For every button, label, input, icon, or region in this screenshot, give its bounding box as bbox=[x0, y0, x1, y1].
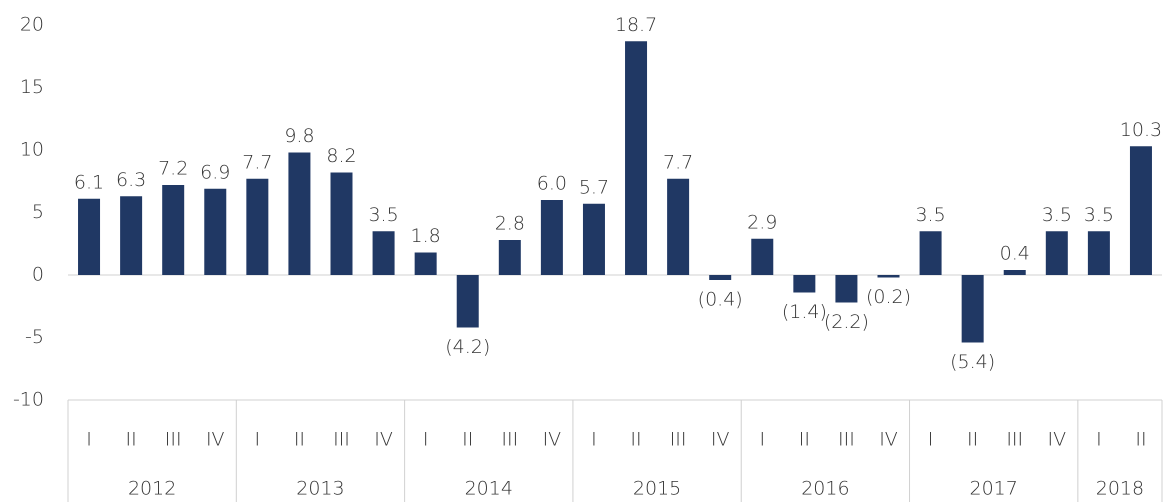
data-label: 10.3 bbox=[1120, 119, 1162, 141]
x-tick-label: II bbox=[1135, 429, 1146, 451]
data-label: 6.3 bbox=[116, 169, 146, 191]
x-tick-label: IV bbox=[1048, 429, 1067, 451]
y-tick-label: 5 bbox=[32, 201, 44, 223]
data-label: 7.7 bbox=[242, 151, 272, 173]
x-tick-label: I bbox=[759, 429, 765, 451]
x-tick-label: IV bbox=[374, 429, 393, 451]
x-tick-label: I bbox=[255, 429, 261, 451]
bar bbox=[961, 275, 984, 343]
data-label: (0.4) bbox=[698, 289, 743, 311]
group-label: 2017 bbox=[970, 478, 1018, 500]
x-tick-label: IV bbox=[206, 429, 225, 451]
x-tick-label: I bbox=[1096, 429, 1102, 451]
x-tick-label: III bbox=[838, 429, 855, 451]
group-label: 2012 bbox=[128, 478, 176, 500]
bar bbox=[877, 275, 900, 278]
y-tick-label: -5 bbox=[25, 326, 44, 348]
bar bbox=[78, 198, 101, 275]
x-tick-label: III bbox=[670, 429, 687, 451]
x-tick-label: IV bbox=[543, 429, 562, 451]
data-label: 7.7 bbox=[663, 151, 693, 173]
bar bbox=[625, 41, 648, 275]
data-label: 0.4 bbox=[1000, 243, 1030, 265]
bar bbox=[288, 152, 311, 275]
bar bbox=[835, 275, 858, 303]
data-label: 18.7 bbox=[615, 14, 657, 36]
data-label: 9.8 bbox=[284, 125, 314, 147]
bar bbox=[246, 178, 269, 275]
data-label: (0.2) bbox=[866, 286, 911, 308]
data-label: (1.4) bbox=[782, 301, 827, 323]
data-label: 1.8 bbox=[411, 225, 441, 247]
x-tick-label: II bbox=[126, 429, 137, 451]
data-label: 3.5 bbox=[1084, 204, 1114, 226]
x-tick-label: I bbox=[86, 429, 92, 451]
bar bbox=[1129, 146, 1152, 275]
data-label: 5.7 bbox=[579, 176, 609, 198]
x-tick-label: I bbox=[423, 429, 429, 451]
group-label: 2015 bbox=[633, 478, 681, 500]
x-tick-label: IV bbox=[879, 429, 898, 451]
data-label: (5.4) bbox=[950, 351, 995, 373]
data-label: (2.2) bbox=[824, 311, 869, 333]
y-tick-label: 20 bbox=[20, 14, 44, 36]
bar bbox=[1045, 231, 1068, 275]
bar bbox=[540, 200, 563, 275]
bar bbox=[330, 172, 353, 275]
y-tick-label: 10 bbox=[20, 139, 44, 161]
y-tick-label: 15 bbox=[20, 76, 44, 98]
x-tick-label: II bbox=[294, 429, 305, 451]
bar bbox=[204, 188, 227, 275]
data-label: 6.0 bbox=[537, 173, 567, 195]
x-tick-label: I bbox=[928, 429, 934, 451]
x-tick-label: IV bbox=[711, 429, 730, 451]
data-label: 6.1 bbox=[74, 171, 104, 193]
data-label: 7.2 bbox=[158, 158, 188, 180]
data-label: 3.5 bbox=[1042, 204, 1072, 226]
data-label: 3.5 bbox=[368, 204, 398, 226]
x-tick-label: I bbox=[591, 429, 597, 451]
data-label: 2.9 bbox=[747, 211, 777, 233]
bar bbox=[793, 275, 816, 293]
x-tick-label: II bbox=[462, 429, 473, 451]
group-label: 2016 bbox=[801, 478, 849, 500]
y-tick-label: 0 bbox=[32, 264, 44, 286]
bar bbox=[582, 203, 605, 275]
data-label: (4.2) bbox=[445, 336, 490, 358]
x-tick-label: III bbox=[1006, 429, 1023, 451]
group-label: 2014 bbox=[465, 478, 513, 500]
group-label: 2013 bbox=[296, 478, 344, 500]
bar bbox=[456, 275, 479, 328]
data-label: 2.8 bbox=[495, 213, 525, 235]
data-label: 8.2 bbox=[326, 145, 356, 167]
data-label: 6.9 bbox=[200, 161, 230, 183]
bar bbox=[709, 275, 732, 280]
group-label: 2018 bbox=[1096, 478, 1144, 500]
bar bbox=[498, 240, 521, 275]
x-tick-label: III bbox=[333, 429, 350, 451]
bar bbox=[1087, 231, 1110, 275]
data-label: 3.5 bbox=[915, 204, 945, 226]
bar bbox=[372, 231, 395, 275]
x-tick-label: II bbox=[799, 429, 810, 451]
bar bbox=[919, 231, 942, 275]
bar bbox=[667, 178, 690, 275]
bar bbox=[120, 196, 143, 275]
bar bbox=[162, 185, 185, 275]
x-tick-label: II bbox=[967, 429, 978, 451]
x-tick-label: II bbox=[630, 429, 641, 451]
x-tick-label: III bbox=[165, 429, 182, 451]
bar bbox=[751, 238, 774, 275]
bar bbox=[1003, 270, 1026, 275]
x-tick-label: III bbox=[501, 429, 518, 451]
y-tick-label: -10 bbox=[13, 389, 44, 411]
bar bbox=[414, 252, 437, 275]
